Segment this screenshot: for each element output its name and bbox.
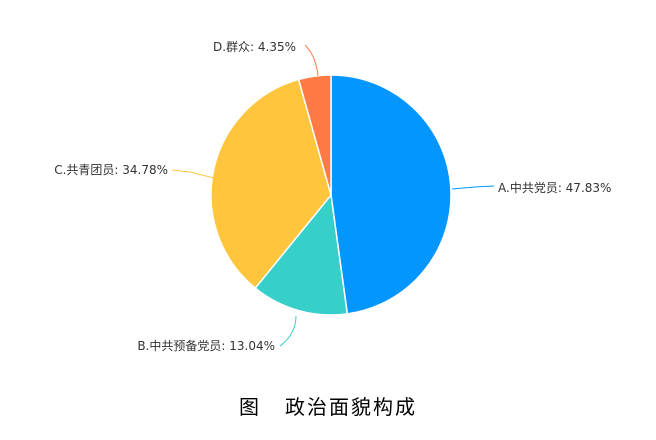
- caption-figure: 图: [239, 395, 261, 419]
- pie-slice-b: [254, 193, 349, 316]
- caption-title: 政治面貌构成: [285, 395, 417, 419]
- leader-line-b: [279, 315, 297, 347]
- data-label-a: A.中共党员: 47.83%: [498, 180, 611, 195]
- leader-line-a: [451, 185, 495, 190]
- pie-slice-c: [210, 78, 332, 290]
- data-label-d: D.群众: 4.35%: [213, 40, 296, 54]
- leader-line-c: [171, 169, 215, 179]
- figure-caption: 图政治面貌构成: [0, 391, 656, 420]
- pie-slice-a: [330, 74, 452, 315]
- leader-line-d: [304, 44, 319, 77]
- pie-slice-d: [297, 74, 332, 196]
- data-label-c: C.共青团员: 34.78%: [54, 163, 168, 177]
- data-label-b: B.中共预备党员: 13.04%: [137, 338, 275, 353]
- pie-chart: A.中共党员: 47.83% B.中共预备党员: 13.04% C.共青团员: 34…: [54, 40, 611, 353]
